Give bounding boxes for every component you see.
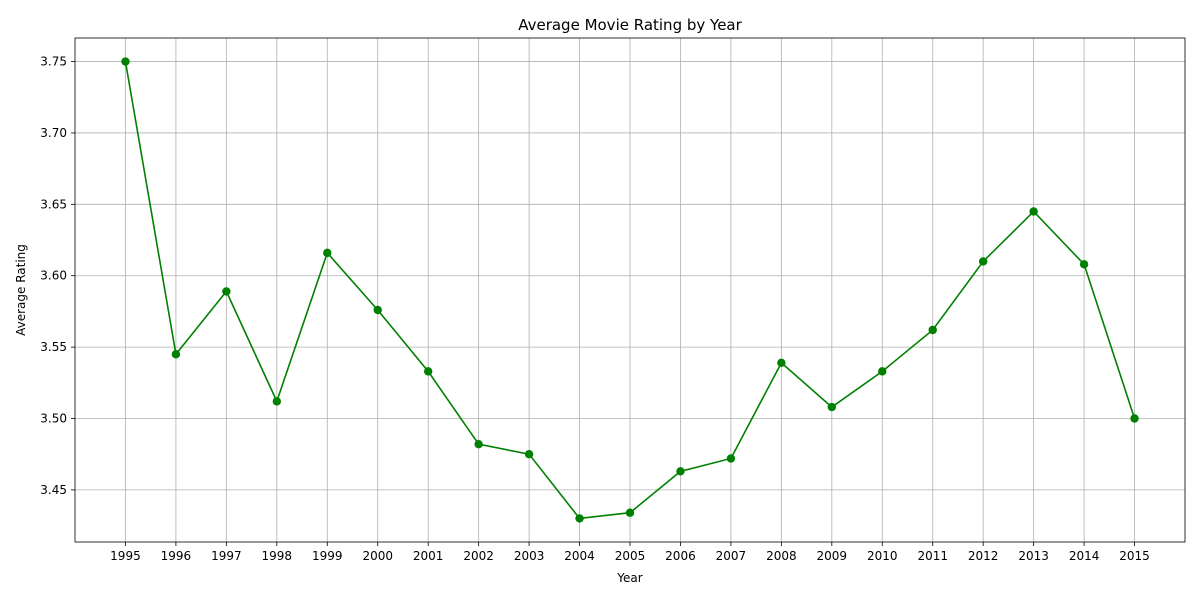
data-point — [373, 305, 382, 315]
x-tick-label: 2009 — [817, 549, 848, 563]
data-point — [524, 449, 534, 459]
x-tick-label: 2000 — [362, 549, 393, 563]
data-point — [1130, 414, 1139, 423]
x-tick-label: 2011 — [917, 549, 948, 563]
data-point — [676, 467, 685, 476]
data-points — [121, 57, 1139, 523]
data-point — [978, 257, 988, 266]
data-point — [726, 454, 736, 463]
x-tick-label: 1997 — [211, 549, 242, 563]
x-tick-label: 2008 — [766, 549, 797, 563]
data-point — [171, 350, 181, 359]
y-tick-label: 3.70 — [40, 126, 67, 140]
y-tick-label: 3.50 — [40, 411, 67, 425]
x-tick-label: 2003 — [514, 549, 545, 563]
data-point — [121, 57, 130, 66]
x-tick-label: 2012 — [968, 549, 999, 563]
x-tick-label: 2002 — [463, 549, 494, 563]
data-point — [323, 248, 332, 258]
x-tick-label: 2015 — [1119, 549, 1150, 563]
data-point — [777, 358, 786, 368]
y-tick-label: 3.65 — [40, 197, 67, 211]
x-tick-label: 2004 — [564, 549, 595, 563]
data-point — [474, 439, 483, 449]
grid — [75, 38, 1185, 542]
x-tick-label: 1998 — [262, 549, 293, 563]
data-point — [928, 325, 937, 335]
y-tick-label: 3.75 — [40, 55, 67, 69]
data-point — [575, 514, 584, 523]
x-tick-label: 2010 — [867, 549, 898, 563]
data-point — [272, 397, 282, 406]
x-tick-label: 1999 — [312, 549, 343, 563]
x-tick-label: 1996 — [161, 549, 192, 563]
x-axis-label: Year — [616, 571, 642, 585]
chart-title: Average Movie Rating by Year — [518, 16, 742, 34]
data-point — [827, 402, 837, 412]
y-tick-label: 3.55 — [40, 340, 67, 354]
plot-frame — [74, 37, 1186, 543]
x-tick-label: 2013 — [1018, 549, 1049, 563]
x-tick-label: 2006 — [665, 549, 696, 563]
y-tick-label: 3.60 — [40, 269, 67, 283]
data-point — [1079, 260, 1089, 269]
x-tick-label: 2007 — [716, 549, 747, 563]
x-tick-label: 2014 — [1069, 549, 1100, 563]
data-point — [1029, 207, 1038, 216]
data-point — [878, 367, 887, 376]
data-point — [222, 287, 231, 296]
axes: 1995 1996 1997 1998 1999 2000 2001 2002 2003 2004… — [40, 37, 1186, 563]
x-tick-label: 2001 — [413, 549, 444, 563]
y-axis-label: Average Rating — [14, 244, 28, 336]
y-tick-label: 3.45 — [40, 483, 67, 497]
data-point — [625, 508, 635, 517]
data-point — [423, 367, 433, 376]
x-tick-label: 2005 — [615, 549, 646, 563]
x-tick-label: 1995 — [110, 549, 141, 563]
